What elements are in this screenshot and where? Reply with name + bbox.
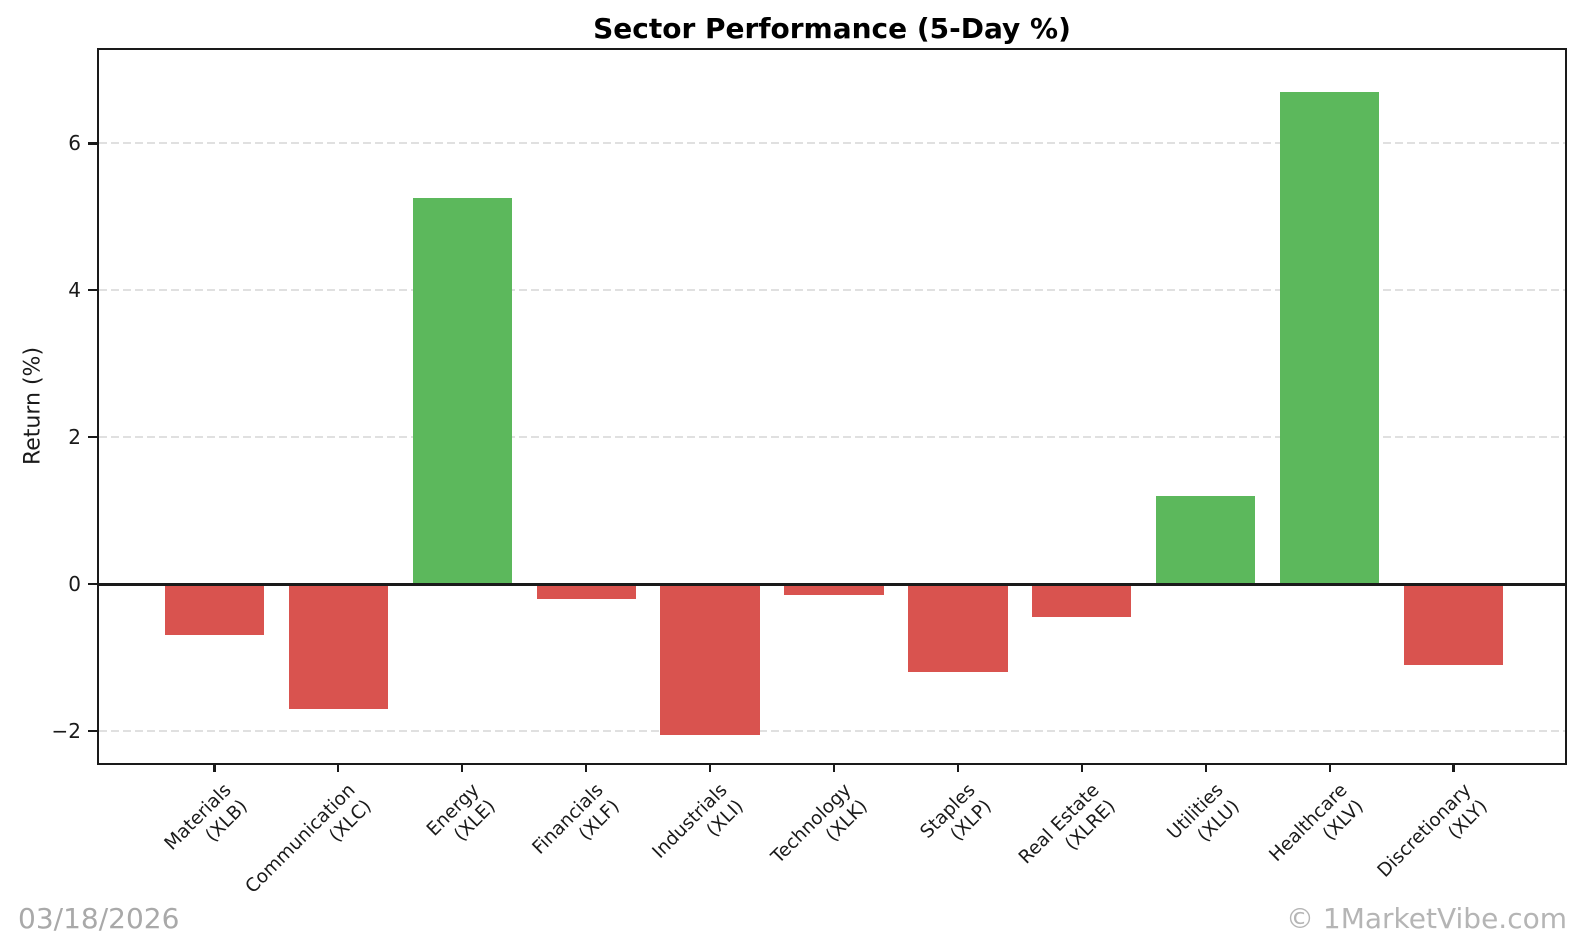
x-tick-mark [956,763,960,772]
zero-line [99,582,1565,586]
bar-materials-xlb [164,584,264,636]
y-tick-mark [88,582,97,586]
y-gridline [99,436,1565,439]
bar-utilities-xlu [1156,495,1256,585]
x-tick-mark [460,763,464,772]
x-tick-mark [584,763,588,772]
bar-communication-xlc [288,584,388,709]
x-tick-mark [1080,763,1084,772]
y-gridline [99,730,1565,732]
chart-title: Sector Performance (5-Day %) [593,12,1071,45]
bar-financials-xlf [536,584,636,599]
y-tick-label: 2 [68,425,81,450]
bar-healthcare-xlv [1280,91,1380,585]
bar-energy-xle [412,198,512,585]
bar-discretionary-xly [1404,584,1504,665]
bar-industrials-xli [660,584,760,735]
x-tick-mark [1204,763,1208,772]
x-tick-mark [1452,763,1455,772]
y-tick-mark [88,729,97,733]
y-tick-mark [88,288,97,292]
y-tick-mark [88,142,97,145]
y-axis-label: Return (%) [20,346,46,466]
x-tick-mark [708,763,712,772]
y-tick-label: −2 [51,719,81,743]
y-gridline [99,289,1565,292]
bar-staples-xlp [908,584,1008,673]
y-tick-label: 4 [68,278,81,303]
plot-area: −2 0 2 4 6 Materials (XLB) Communication (XLC) En… [52,48,1567,898]
footer-watermark: © 1MarketVibe.com [1286,902,1567,935]
y-tick-label: 0 [68,572,81,597]
y-tick-label: 6 [68,131,81,156]
footer-date: 03/18/2026 [18,902,180,935]
bar-real-estate-xlre [1032,584,1132,618]
x-tick-mark [213,763,216,772]
y-gridline [99,142,1565,145]
x-tick-mark [1328,763,1332,772]
y-tick-mark [88,435,97,439]
bar-technology-xlk [784,584,884,596]
x-tick-mark [832,763,836,772]
x-tick-mark [336,763,340,772]
